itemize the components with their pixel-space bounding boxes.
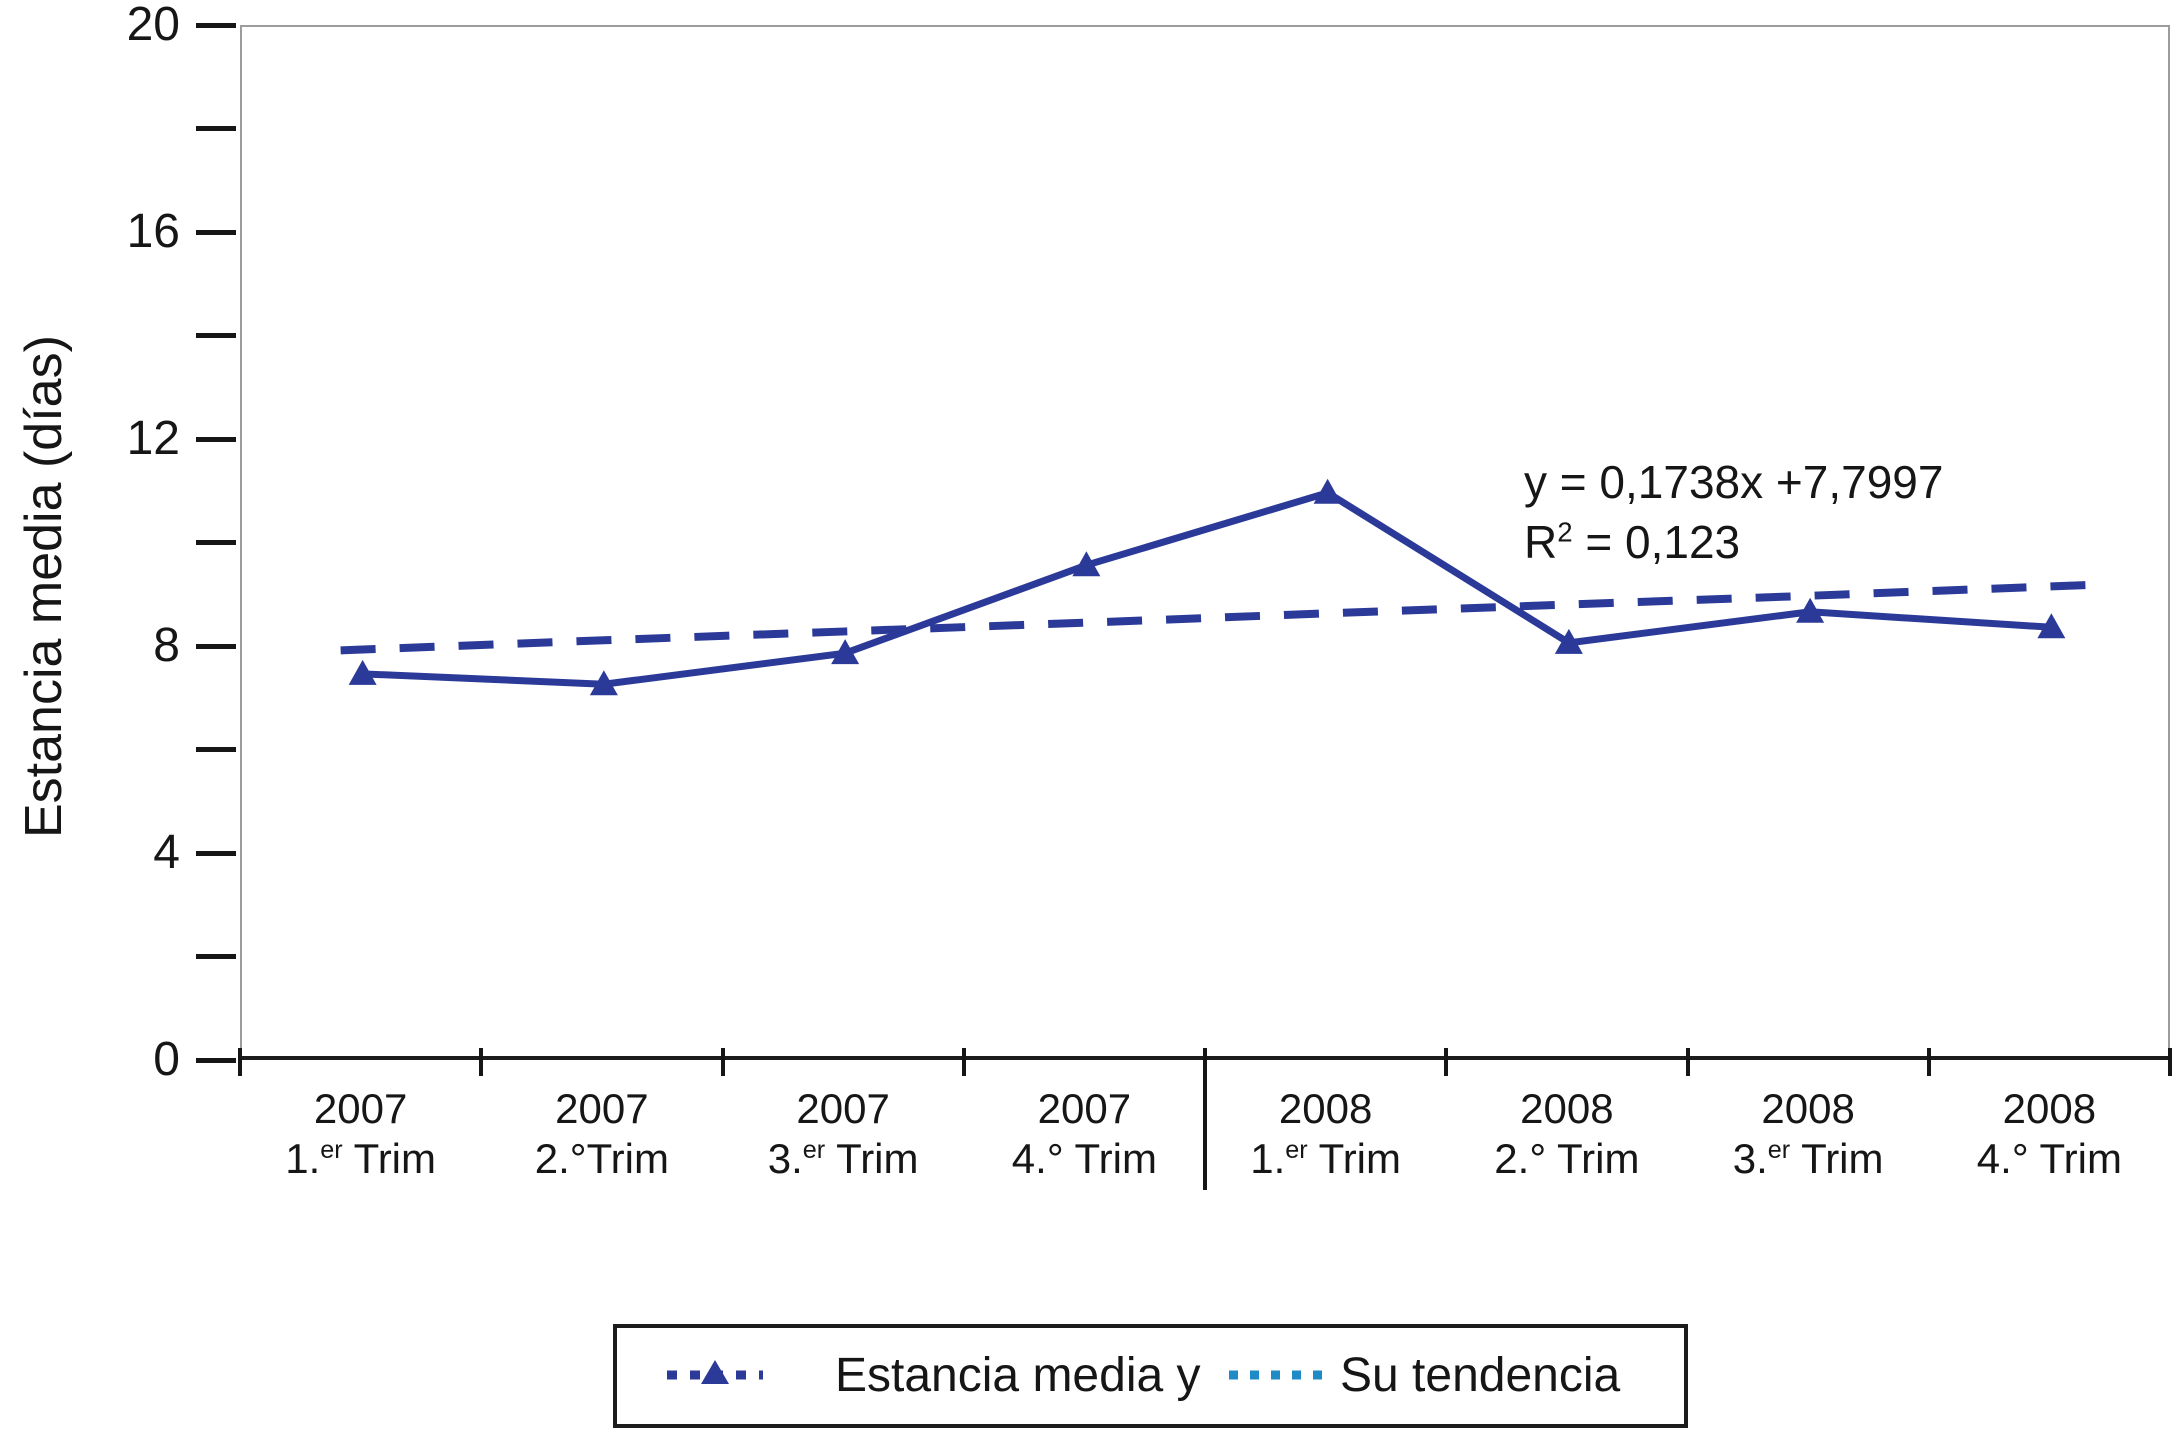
estancia-series-marker-icon xyxy=(667,1360,763,1384)
x-category-label: 2008 2.° Trim xyxy=(1446,1084,1688,1184)
x-tick xyxy=(961,1048,966,1076)
x-label-year: 2008 xyxy=(2002,1085,2097,1132)
y-tick xyxy=(196,643,236,649)
y-tick xyxy=(196,22,236,28)
r-squared-line: R2 = 0,123 xyxy=(1524,516,1741,568)
y-axis-title: Estancia media (días) xyxy=(15,335,73,838)
x-tick xyxy=(479,1048,484,1076)
y-tick xyxy=(196,540,236,545)
data-point-triangle-marker xyxy=(1072,551,1101,577)
y-tick xyxy=(196,850,236,856)
x-category-label: 2008 4.° Trim xyxy=(1928,1084,2170,1184)
x-label-year: 2007 xyxy=(555,1085,649,1132)
x-tick xyxy=(238,1048,242,1076)
trend-equation-annotation: y = 0,1738x +7,7997 R2 = 0,123 xyxy=(1524,452,1943,572)
y-tick-label: 8 xyxy=(153,619,180,672)
data-point-triangle-marker xyxy=(348,659,377,685)
x-label-quarter: 1.er Trim xyxy=(1250,1135,1401,1182)
x-label-quarter: 3.er Trim xyxy=(1732,1135,1884,1182)
x-label-quarter: 4.° Trim xyxy=(1976,1135,2122,1182)
data-point-triangle-marker xyxy=(589,670,618,696)
x-label-year: 2007 xyxy=(1037,1085,1132,1132)
y-tick xyxy=(196,229,236,235)
y-tick-label: 12 xyxy=(126,412,180,465)
y-tick-label: 20 xyxy=(126,0,180,51)
x-category-label: 2007 3.er Trim xyxy=(722,1084,964,1184)
legend-label-tendencia: Su tendencia xyxy=(1340,1349,1621,1402)
legend: Estancia media y Su tendencia xyxy=(613,1324,1688,1428)
x-tick xyxy=(1444,1048,1449,1076)
y-tick xyxy=(196,333,236,338)
x-label-quarter: 2.° Trim xyxy=(1494,1135,1640,1182)
x-tick xyxy=(2168,1048,2172,1076)
y-tick xyxy=(196,1057,236,1063)
y-tick-label: 16 xyxy=(126,205,180,258)
x-label-quarter: 1.er Trim xyxy=(285,1135,436,1182)
x-tick xyxy=(1685,1048,1690,1076)
data-point-triangle-marker xyxy=(2037,613,2066,639)
x-label-quarter: 3.er Trim xyxy=(767,1135,919,1182)
x-label-quarter: 2.°Trim xyxy=(534,1135,669,1182)
data-point-triangle-marker xyxy=(1313,478,1342,504)
x-label-year: 2008 xyxy=(1520,1085,1614,1132)
x-label-year: 2007 xyxy=(796,1085,890,1132)
x-category-label: 2008 1.er Trim xyxy=(1205,1084,1447,1184)
data-point-triangle-marker xyxy=(1554,628,1583,654)
y-tick-label: 0 xyxy=(153,1033,180,1086)
data-point-triangle-marker xyxy=(831,639,860,665)
series-lines-layer xyxy=(340,478,2097,696)
x-tick xyxy=(720,1048,725,1076)
tendencia-series-marker-icon xyxy=(1229,1370,1325,1380)
legend-label-estancia: Estancia media y xyxy=(835,1349,1201,1402)
estancia-media-line xyxy=(362,488,2052,688)
equation-line: y = 0,1738x +7,7997 xyxy=(1524,456,1944,508)
x-category-label: 2008 3.er Trim xyxy=(1687,1084,1929,1184)
y-tick xyxy=(196,954,236,959)
y-tick xyxy=(196,747,236,752)
y-tick xyxy=(196,436,236,442)
x-tick xyxy=(1926,1048,1931,1076)
x-label-quarter: 4.° Trim xyxy=(1011,1135,1157,1182)
x-category-label: 2007 1.er Trim xyxy=(240,1084,482,1184)
x-category-label: 2007 2.°Trim xyxy=(481,1084,723,1184)
x-label-year: 2007 xyxy=(313,1085,408,1132)
plot-area xyxy=(240,25,2170,1060)
x-category-label: 2007 4.° Trim xyxy=(963,1084,1205,1184)
x-label-year: 2008 xyxy=(1761,1085,1855,1132)
y-tick-label: 4 xyxy=(153,826,180,879)
year-divider-line xyxy=(1203,1062,1207,1190)
data-point-triangle-marker xyxy=(1796,597,1825,623)
trend-line xyxy=(340,580,2097,655)
y-tick xyxy=(196,126,236,131)
x-label-year: 2008 xyxy=(1278,1085,1373,1132)
